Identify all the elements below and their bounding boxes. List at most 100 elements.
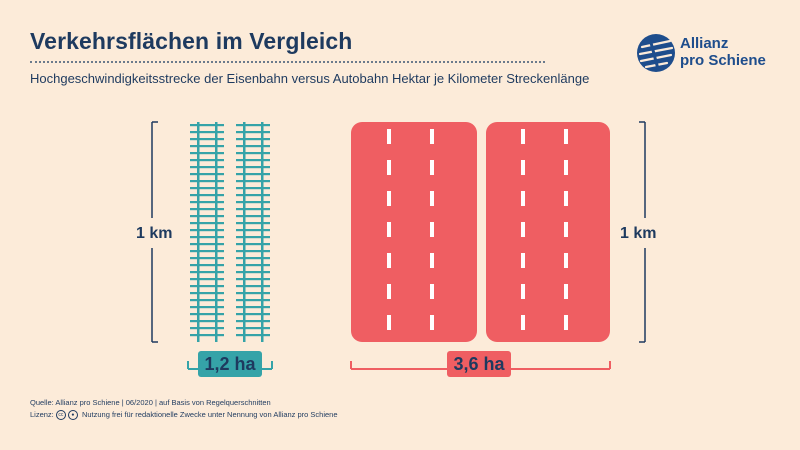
rail-line (261, 122, 264, 342)
rail-sleeper (190, 145, 224, 148)
lane-dash (564, 284, 568, 299)
left-length-bracket (151, 121, 158, 343)
lane-dash (430, 129, 434, 144)
rail-sleeper (236, 208, 270, 211)
lane-markings-right (521, 129, 568, 330)
rail-sleeper (190, 327, 224, 330)
rail-sleeper (190, 257, 224, 260)
page-title: Verkehrsflächen im Vergleich (30, 28, 353, 54)
highway-carriageway-left (351, 122, 477, 342)
rail-sleeper (236, 131, 270, 134)
rail-sleeper (190, 124, 224, 127)
rail-sleeper (236, 278, 270, 281)
lane-dash (387, 284, 391, 299)
rail-sleeper (236, 334, 270, 337)
rail-sleeper (236, 152, 270, 155)
rail-track-right (236, 122, 270, 342)
rail-sleeper (190, 187, 224, 190)
attribution-icon: ● (67, 410, 78, 421)
rail-sleeper (190, 159, 224, 162)
logo-line-2: pro Schiene (680, 52, 766, 69)
rail-line (197, 122, 200, 342)
left-length-label: 1 km (136, 225, 173, 242)
rail-sleeper (236, 306, 270, 309)
brand-logo: Allianz pro Schiene (636, 33, 776, 75)
lane-dash (521, 253, 525, 268)
lane-dash (521, 284, 525, 299)
rail-sleeper (236, 264, 270, 267)
rail-area-badge: 1,2 ha (198, 351, 262, 377)
lane-dash (387, 222, 391, 237)
lane-dash (430, 284, 434, 299)
logo-line-1: Allianz (680, 35, 729, 52)
lane-dash (387, 253, 391, 268)
lane-dash (521, 129, 525, 144)
lane-dash (521, 160, 525, 175)
rail-sleeper (236, 159, 270, 162)
lane-dash (564, 160, 568, 175)
rail-sleeper (190, 138, 224, 141)
lane-dash (564, 129, 568, 144)
lane-dash (430, 160, 434, 175)
rail-sleeper (190, 320, 224, 323)
lane-dash (564, 315, 568, 330)
rail-sleeper (236, 173, 270, 176)
rail-line (243, 122, 246, 342)
creative-commons-icon: cc (55, 410, 66, 421)
rail-sleeper (190, 152, 224, 155)
allianz-pro-schiene-logo-icon (637, 34, 675, 72)
rail-sleeper (236, 250, 270, 253)
lane-dash (564, 222, 568, 237)
rail-sleeper (190, 334, 224, 337)
source-note: Quelle: Allianz pro Schiene | 06/2020 | … (30, 398, 271, 407)
rail-sleeper (190, 180, 224, 183)
rail-sleeper (190, 208, 224, 211)
rail-sleeper (236, 313, 270, 316)
rail-sleeper (236, 187, 270, 190)
rail-sleeper (190, 299, 224, 302)
lane-dash (430, 222, 434, 237)
lane-dash (387, 315, 391, 330)
rail-sleeper (236, 180, 270, 183)
rail-sleeper (236, 320, 270, 323)
lane-dash (564, 253, 568, 268)
rail-sleeper (236, 292, 270, 295)
license-note: Lizenz: cc ● Nutzung frei für redaktionel… (30, 410, 338, 421)
rail-sleeper (190, 243, 224, 246)
rail-sleeper (190, 278, 224, 281)
rail-sleeper (190, 222, 224, 225)
rail-sleeper (190, 271, 224, 274)
lane-dash (521, 315, 525, 330)
rail-sleeper (236, 166, 270, 169)
rail-sleeper (190, 264, 224, 267)
highway-carriageway-right (486, 122, 610, 342)
rail-sleeper (190, 229, 224, 232)
rail-sleeper (190, 306, 224, 309)
road-area-badge: 3,6 ha (447, 351, 511, 377)
rail-sleeper (190, 236, 224, 239)
rail-sleeper (236, 271, 270, 274)
rail-sleeper (190, 292, 224, 295)
rail-sleeper (190, 201, 224, 204)
rail-sleeper (236, 299, 270, 302)
rail-sleeper (236, 138, 270, 141)
rail-sleeper (236, 222, 270, 225)
rail-sleeper (236, 124, 270, 127)
rail-sleeper (236, 327, 270, 330)
rail-sleeper (236, 257, 270, 260)
license-text: Nutzung frei für redaktionelle Zwecke un… (81, 410, 338, 419)
lane-dash (430, 191, 434, 206)
page-subtitle: Hochgeschwindigkeitsstrecke der Eisenbah… (30, 71, 590, 86)
license-label: Lizenz: (30, 410, 54, 419)
rail-sleeper (190, 194, 224, 197)
rail-sleeper (236, 201, 270, 204)
rail-sleeper (236, 285, 270, 288)
rail-sleeper (190, 131, 224, 134)
lane-dash (387, 160, 391, 175)
rail-sleeper (190, 313, 224, 316)
rail-sleeper (236, 243, 270, 246)
lane-dash (387, 129, 391, 144)
rail-sleeper (236, 236, 270, 239)
rail-line (215, 122, 218, 342)
